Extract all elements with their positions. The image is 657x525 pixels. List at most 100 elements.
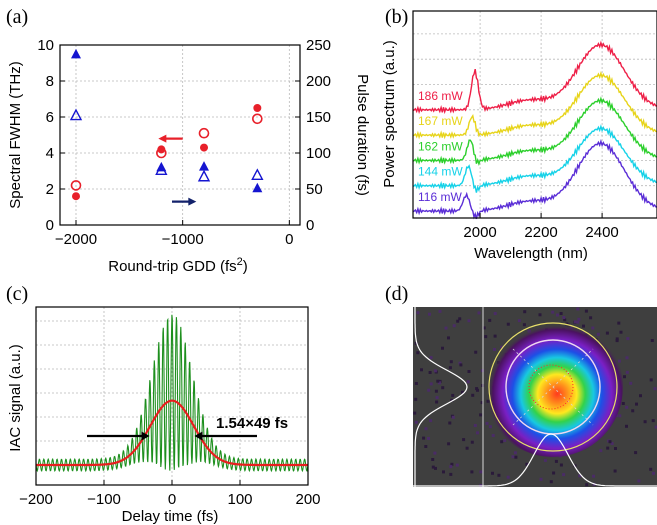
- a-point-open-triangle: [155, 163, 168, 175]
- b-series-line: [412, 124, 657, 193]
- a-point-open-triangle: [69, 108, 83, 121]
- d-noise-pixel: [414, 397, 418, 401]
- d-noise-pixel: [451, 393, 455, 397]
- panel-d-label: (d): [385, 283, 408, 305]
- d-noise-pixel: [476, 431, 479, 435]
- d-noise-pixel: [458, 361, 462, 365]
- d-noise-pixel: [448, 366, 452, 370]
- b-series-line: [412, 70, 657, 140]
- d-noise-pixel: [424, 427, 428, 431]
- c-envelope-trace: [36, 399, 308, 467]
- d-noise-pixel: [649, 467, 653, 471]
- d-noise-pixel: [448, 421, 452, 425]
- d-noise-pixel: [643, 420, 647, 424]
- panel-b-label: (b): [385, 6, 408, 28]
- d-noise-pixel: [471, 393, 475, 397]
- c-arrow-right-head: [194, 431, 203, 441]
- d-noise-pixel: [549, 480, 553, 484]
- d-noise-pixel: [436, 379, 440, 383]
- d-noise-pixel: [623, 375, 626, 379]
- d-noise-pixel: [606, 446, 610, 450]
- d-noise-pixel: [517, 319, 521, 323]
- d-noise-pixel: [434, 466, 437, 470]
- d-noise-pixel: [413, 411, 417, 415]
- d-noise-pixel: [452, 324, 456, 328]
- d-noise-pixel: [500, 440, 504, 444]
- d-noise-pixel: [449, 472, 453, 476]
- panel-b-chart: (b) 186 mW 167 mW 162 mW 144 mW 116 mW 2000 2…: [381, 6, 657, 262]
- d-noise-pixel: [491, 434, 495, 437]
- d-noise-pixel: [539, 477, 543, 481]
- d-noise-pixel: [437, 381, 441, 385]
- beam-diag-2: [512, 348, 594, 426]
- c-annotation-label: 1.54×49 fs: [216, 415, 288, 432]
- d-noise-pixel: [479, 470, 483, 474]
- b-series-label: 167 mW: [418, 114, 463, 128]
- d-noise-pixel: [584, 309, 588, 313]
- d-noise-pixel: [488, 425, 492, 429]
- d-noise-pixel: [654, 425, 657, 429]
- d-noise-pixel: [625, 424, 628, 428]
- d-noise-pixel: [435, 396, 439, 400]
- d-noise-pixel: [414, 341, 418, 345]
- c-xtick-label: 0: [168, 491, 176, 508]
- a-point-open-circle: [70, 180, 82, 191]
- d-noise-pixel: [441, 386, 445, 390]
- a-point-filled-triangle: [199, 161, 209, 171]
- beam-vertical-profile: [414, 307, 468, 487]
- d-noise-pixel: [442, 470, 445, 474]
- d-noise-pixel: [435, 400, 439, 404]
- d-noise-pixel: [615, 339, 619, 343]
- d-noise-pixel: [493, 334, 497, 338]
- d-noise-pixel: [431, 458, 435, 461]
- d-noise-pixel: [625, 405, 629, 409]
- d-noise-pixel: [447, 442, 451, 446]
- panel-a-xlabel: Round-trip GDD (fs2): [108, 256, 248, 275]
- beam-fwhm-ellipse: [528, 364, 574, 410]
- d-noise-pixel: [465, 446, 469, 450]
- d-noise-pixel: [474, 350, 478, 354]
- d-noise-pixel: [416, 311, 420, 315]
- c-arrow-left-head: [141, 431, 150, 441]
- d-noise-pixel: [488, 318, 492, 322]
- d-noise-pixel: [614, 447, 617, 450]
- a-ytick-right-label: 250: [306, 37, 331, 54]
- d-noise-pixel: [506, 475, 510, 479]
- d-noise-pixel: [653, 387, 657, 391]
- a-ytick-right-label: 150: [306, 109, 331, 126]
- d-noise-pixel: [635, 402, 638, 406]
- d-noise-pixel: [467, 319, 471, 323]
- d-noise-pixel: [576, 307, 580, 311]
- c-xtick-label: −200: [19, 491, 53, 508]
- d-noise-pixel: [615, 337, 619, 341]
- c-xtick-label: 100: [227, 491, 252, 508]
- d-noise-pixel: [556, 313, 559, 317]
- d-noise-pixel: [473, 424, 477, 427]
- d-noise-pixel: [554, 459, 558, 463]
- d-noise-pixel: [592, 474, 595, 478]
- d-noise-pixel: [617, 359, 621, 363]
- d-noise-pixel: [610, 442, 614, 445]
- d-noise-pixel: [444, 326, 448, 330]
- d-noise-pixel: [451, 415, 455, 419]
- d-noise-pixel: [617, 321, 621, 325]
- panel-c-chart: (c) −200 −100 0 100 200 1.54×49 fs Delay tim…: [6, 283, 321, 525]
- a-ytick-label: 2: [46, 181, 54, 198]
- beam-horizontal-profile: [413, 433, 657, 487]
- panel-b-frame: [412, 10, 657, 219]
- d-noise-pixel: [525, 462, 529, 466]
- d-noise-pixel: [449, 360, 453, 364]
- d-noise-pixel: [503, 439, 507, 442]
- d-noise-pixel: [559, 463, 563, 467]
- a-ytick-right-label: 0: [306, 217, 314, 234]
- d-noise-pixel: [538, 313, 542, 317]
- b-series-label: 186 mW: [418, 89, 463, 103]
- d-noise-pixel: [559, 312, 563, 315]
- a-xtick-label: −1000: [162, 231, 204, 248]
- d-noise-pixel: [461, 390, 464, 394]
- a-point-filled-triangle: [252, 182, 263, 193]
- panel-b-xlabel: Wavelength (nm): [474, 245, 588, 262]
- d-noise-pixel: [470, 440, 474, 444]
- d-noise-pixel: [578, 474, 582, 478]
- d-noise-pixel: [428, 312, 431, 316]
